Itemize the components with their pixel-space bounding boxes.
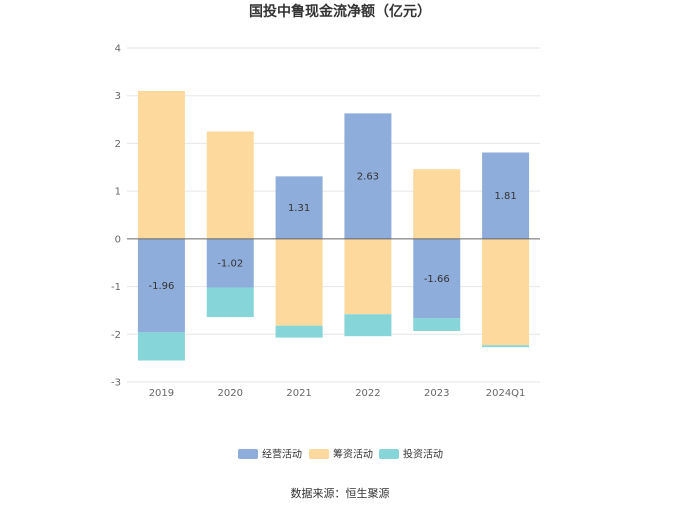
bar-2022-series-2[interactable] [344,314,392,337]
bar-2020-series-2[interactable] [206,287,254,318]
bars-layer [137,90,530,361]
data-label: 2.63 [357,172,379,183]
labels-layer: -1.96 -1.02 1.31 2.63 -1.66 1.81 [148,172,516,293]
legend: 经营活动 筹资活动 投资活动 [238,448,443,461]
data-label: 1.31 [288,203,310,214]
legend-item[interactable]: 经营活动 [238,448,302,461]
x-tick-label: 2021 [286,388,311,399]
y-tick-label: 2 [115,139,121,150]
data-label: -1.96 [148,281,174,292]
bar-2023-series-2[interactable] [413,318,461,331]
y-tick-label: 1 [115,187,121,198]
bar-2023-series-0[interactable] [413,238,461,319]
bar-2021-series-0[interactable] [275,176,323,239]
bar-2020-series-0[interactable] [206,238,254,288]
data-label: -1.66 [424,274,450,285]
y-tick-label: -3 [111,378,121,389]
legend-swatch [238,449,258,459]
chart-title: 国投中鲁现金流净额（亿元） [249,3,431,20]
y-tick-label: 4 [115,44,121,55]
bar-2022-series-0[interactable] [344,113,392,239]
legend-label: 筹资活动 [333,448,373,461]
bar-2024Q1-series-2[interactable] [482,345,530,348]
bar-2022-series-1[interactable] [344,238,392,315]
bar-2024Q1-series-1[interactable] [482,238,530,346]
x-tick-label: 2024Q1 [486,388,526,399]
x-tick-label: 2019 [149,388,174,399]
legend-item[interactable]: 投资活动 [379,448,443,461]
bar-2021-series-2[interactable] [275,325,323,338]
y-tick-label: -2 [111,330,121,341]
x-tick-label: 2020 [218,388,243,399]
bar-2024Q1-series-0[interactable] [482,152,530,239]
x-tick-label: 2023 [424,388,449,399]
legend-swatch [309,449,329,459]
y-tick-label: 3 [115,91,121,102]
bar-2023-series-1[interactable] [413,169,461,239]
bar-2019-series-2[interactable] [137,332,185,361]
source-note: 数据来源：恒生聚源 [291,486,390,500]
x-tick-label: 2022 [355,388,380,399]
axis-layer: 4 3 2 1 0 -1 -2 -3 2019 2020 2021 2022 2023 2024Q1 [111,44,540,399]
legend-item[interactable]: 筹资活动 [309,448,373,461]
bar-2020-series-1[interactable] [206,131,254,239]
data-label: 1.81 [494,191,516,202]
y-tick-label: 0 [115,234,121,245]
bar-2019-series-1[interactable] [137,90,185,239]
bar-2019-series-0[interactable] [137,238,185,333]
legend-label: 经营活动 [262,448,302,461]
bar-2021-series-1[interactable] [275,238,323,326]
grid-layer [127,47,540,383]
data-label: -1.02 [217,259,243,270]
legend-swatch [379,449,399,459]
legend-label: 投资活动 [403,448,443,461]
y-tick-label: -1 [111,282,121,293]
